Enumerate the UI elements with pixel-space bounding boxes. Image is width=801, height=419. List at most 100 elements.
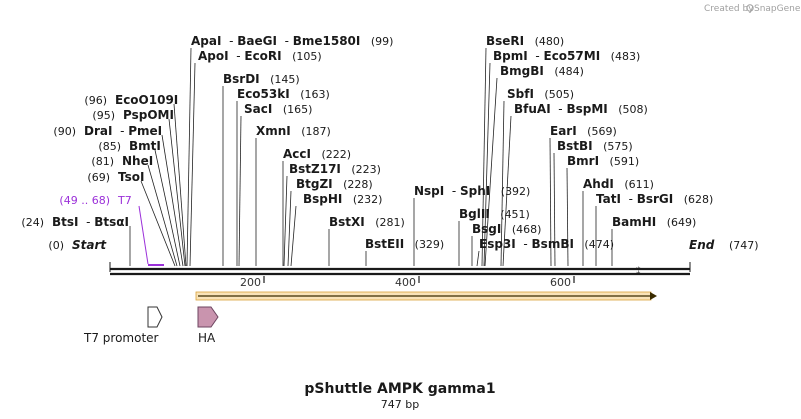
site-leader [484, 77, 498, 267]
site-btgzi[interactable]: BtgZI (228) [296, 177, 373, 191]
enzyme-name: SacI [244, 102, 272, 116]
end-pos: (747) [729, 239, 759, 252]
site-position: (480) [524, 35, 564, 48]
site-position: (69) [87, 171, 110, 184]
site-leader [154, 149, 181, 267]
tick-label: 600 [550, 276, 571, 289]
ruler-ticks: 200 400 600 [240, 276, 575, 289]
site-pspomi[interactable]: (95) PspOMI [92, 108, 174, 122]
site-apai[interactable]: ApaI - BaeGI - Bme1580I (99) [191, 34, 393, 48]
site-separator: - [528, 49, 544, 63]
site-label: BstBI (575) [557, 139, 633, 153]
enzyme-name: BpmI [493, 49, 528, 63]
site-label: BpmI - Eco57MI (483) [493, 49, 640, 63]
site-bglii[interactable]: BglII (451) [459, 207, 530, 221]
enzyme-name: ApaI [191, 34, 221, 48]
site-position: (474) [574, 238, 614, 251]
site-leader [168, 118, 186, 267]
orf-arrow[interactable] [195, 291, 657, 301]
site-position: (165) [272, 103, 312, 116]
site-bsphi[interactable]: BspHI (232) [303, 192, 382, 206]
site-label: Esp3I - BsmBI (474) [479, 237, 614, 251]
enzyme-name: BmtI [129, 139, 161, 153]
site-position: (505) [534, 88, 574, 101]
site-saci[interactable]: SacI (165) [244, 102, 312, 116]
site-bfuai[interactable]: BfuAI - BspMI (508) [514, 102, 648, 116]
site-tsoi[interactable]: (69) TsoI [87, 170, 144, 184]
enzyme-name: BmrI [567, 154, 599, 168]
site-bmgbi[interactable]: BmgBI (484) [500, 64, 584, 78]
site-position: (187) [291, 125, 331, 138]
enzyme-name: NspI [414, 184, 444, 198]
site-leader [161, 134, 184, 267]
site-label: XmnI (187) [256, 124, 331, 138]
site-label: TsoI [118, 170, 144, 184]
site-bmti[interactable]: (85) BmtI [98, 139, 160, 153]
site-position: (24) [21, 216, 44, 229]
site-label: BmgBI (484) [500, 64, 584, 78]
site-eco53ki[interactable]: Eco53kI (163) [237, 87, 330, 101]
site-xmni[interactable]: XmnI (187) [256, 124, 331, 138]
site-bpmi[interactable]: BpmI - Eco57MI (483) [493, 49, 640, 63]
enzyme-name: BtsαI [94, 215, 129, 229]
site-label: AhdI (611) [583, 177, 654, 191]
site-nhei[interactable]: (81) NheI [91, 154, 153, 168]
primer-t7[interactable]: (49 .. 68) T7 [59, 194, 164, 266]
site-position: (628) [673, 193, 713, 206]
enzyme-name: ApoI [198, 49, 229, 63]
site-ecoo109i[interactable]: (96) EcoO109I [84, 93, 178, 107]
site-label: EarI (569) [550, 124, 617, 138]
site-bsrdi[interactable]: BsrDI (145) [223, 72, 300, 86]
site-bstxi[interactable]: BstXI (281) [329, 215, 405, 229]
feature-t7-promoter[interactable]: T7 promoter [83, 306, 163, 345]
site-tati[interactable]: TatI - BsrGI (628) [596, 192, 713, 206]
enzyme-name: SphI [460, 184, 490, 198]
site-nspi[interactable]: NspI - SphI (392) [414, 184, 530, 198]
site-label: BstXI (281) [329, 215, 405, 229]
site-position: (95) [92, 109, 115, 122]
site-label: DraI - PmeI [84, 124, 162, 138]
enzyme-name: BspMI [566, 102, 607, 116]
site-eari[interactable]: EarI (569) [550, 124, 617, 138]
sequence-backbone: ⁑ [109, 262, 691, 278]
site-bamhi[interactable]: BamHI (649) [612, 215, 696, 229]
feature-ha[interactable]: HA [197, 306, 219, 345]
site-apoi[interactable]: ApoI - EcoRI (105) [198, 49, 322, 63]
enzyme-name: BsrGI [637, 192, 674, 206]
site-drai[interactable]: (90) DraI - PmeI [53, 124, 162, 138]
site-label: ApoI - EcoRI (105) [198, 49, 322, 63]
site-bstz17i[interactable]: BstZ17I (223) [289, 162, 381, 176]
site-bsgi[interactable]: BsgI (468) [472, 222, 541, 236]
site-acci[interactable]: AccI (222) [283, 147, 351, 161]
map-title: pShuttle AMPK gamma1 [304, 381, 495, 397]
site-leader [483, 62, 491, 267]
site-leader [147, 164, 178, 267]
site-esp3i[interactable]: Esp3I - BsmBI (474) [479, 237, 614, 251]
enzyme-name: Eco53kI [237, 87, 290, 101]
site-ahdi[interactable]: AhdI (611) [583, 177, 654, 191]
site-label: BsrDI (145) [223, 72, 300, 86]
credit-prefix: Created by [704, 4, 754, 14]
enzyme-name: BstXI [329, 215, 365, 229]
site-leader-lines [129, 47, 613, 267]
site-position: (569) [577, 125, 617, 138]
enzyme-name: BaeGI [237, 34, 277, 48]
site-sbfi[interactable]: SbfI (505) [507, 87, 574, 101]
site-bstbi[interactable]: BstBI (575) [557, 139, 633, 153]
site-leader [502, 115, 512, 267]
site-label: AccI (222) [283, 147, 351, 161]
site-bseri[interactable]: BseRI (480) [486, 34, 564, 48]
enzyme-name: Esp3I [479, 237, 516, 251]
site-leader [553, 152, 556, 267]
site-btsi[interactable]: (24) BtsI - BtsαI [21, 215, 129, 229]
site-leader [140, 180, 176, 267]
site-label: BsgI (468) [472, 222, 541, 236]
site-bsteii[interactable]: BstEII (329) [365, 237, 444, 251]
enzyme-name: AhdI [583, 177, 614, 191]
site-separator: - [277, 34, 293, 48]
enzyme-name: BsrDI [223, 72, 260, 86]
site-label: EcoO109I [115, 93, 178, 107]
enzyme-name: BmgBI [500, 64, 544, 78]
site-bmri[interactable]: BmrI (591) [567, 154, 639, 168]
